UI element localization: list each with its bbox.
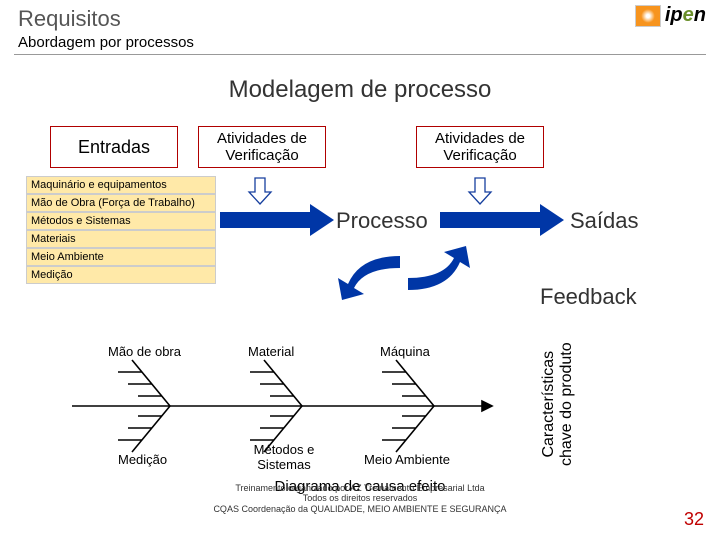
footer: Treinamento organizado por AZ Treinament… <box>0 483 720 514</box>
arrow-right-icon <box>440 204 564 236</box>
diagram-arrows <box>0 0 720 540</box>
fish-cat-top-3: Máquina <box>380 344 430 359</box>
fish-cat-bot-1: Medição <box>118 452 167 467</box>
vlabel-l2: chave do produto <box>558 342 576 466</box>
fish-output-label: Características chave do produto <box>540 342 575 466</box>
fish-cat-top-1: Mão de obra <box>108 344 181 359</box>
vlabel-l1: Características <box>540 342 558 466</box>
footer-l2: Todos os direitos reservados <box>0 493 720 503</box>
feedback-arrows-icon <box>338 246 470 300</box>
slide-number: 32 <box>684 509 704 530</box>
slide-root: Requisitos Abordagem por processos ipen … <box>0 0 720 540</box>
footer-l3: CQAS Coordenação da QUALIDADE, MEIO AMBI… <box>0 504 720 514</box>
arrow-right-icon <box>220 204 334 236</box>
arrow-down-icon <box>249 178 271 204</box>
fish-cat-top-2: Material <box>248 344 294 359</box>
fish-cat-bot-2: Métodos e Sistemas <box>244 442 324 472</box>
footer-l1: Treinamento organizado por AZ Treinament… <box>0 483 720 493</box>
arrow-down-icon <box>469 178 491 204</box>
fishbone-diagram <box>72 360 492 452</box>
fish-cat-bot-3: Meio Ambiente <box>364 452 450 467</box>
